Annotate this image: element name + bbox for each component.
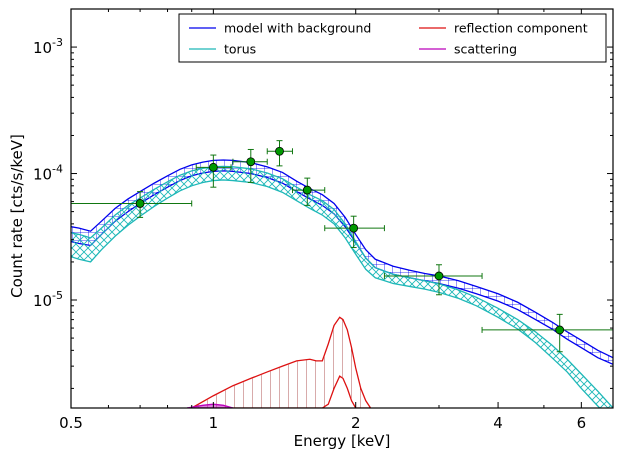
legend-entry: scattering — [419, 42, 517, 57]
series-band-reflection-component — [191, 317, 371, 408]
legend-entry: torus — [189, 42, 256, 57]
legend-label: reflection component — [454, 21, 588, 36]
x-tick-label: 2 — [351, 414, 361, 432]
y-tick-label: 10-3 — [33, 36, 63, 57]
series-band-torus — [71, 166, 613, 408]
data-marker — [208, 162, 218, 172]
x-tick-label: 4 — [493, 414, 503, 432]
axes: 0.5 1 2 4 6 10-5 10-4 10-3 — [33, 8, 614, 432]
data-point — [266, 140, 293, 167]
series-upper-line-torus — [71, 165, 613, 408]
data-point — [291, 177, 326, 206]
series-lower-line-torus — [71, 179, 601, 408]
plot-frame — [70, 8, 614, 409]
data-marker — [302, 185, 312, 195]
series-lower-line-reflection-component — [191, 375, 371, 408]
data-marker — [349, 223, 359, 233]
series-upper-line-model-with-background — [71, 159, 613, 359]
data-point — [232, 148, 268, 183]
legend-box — [178, 13, 607, 63]
data-marker — [246, 157, 256, 167]
series-upper-line-reflection-component — [191, 316, 372, 408]
x-tick-label: 0.5 — [59, 414, 83, 432]
data-marker — [135, 199, 145, 208]
x-tick-label: 1 — [209, 414, 219, 432]
y-tick-label: 10-5 — [33, 289, 63, 310]
x-axis-label: Energy [keV] — [294, 432, 391, 450]
data-marker — [555, 325, 565, 335]
data-point — [324, 215, 385, 249]
x-tick-label: 6 — [577, 414, 587, 432]
plot-area — [71, 140, 613, 408]
legend-label: scattering — [454, 42, 517, 57]
legend-entry: model with background — [189, 21, 371, 36]
series-reflection-component — [191, 316, 372, 408]
data-point — [195, 154, 232, 188]
legend-label: model with background — [224, 21, 371, 36]
data-point — [383, 264, 483, 296]
legend-entry: reflection component — [419, 21, 588, 36]
data-marker — [434, 271, 444, 281]
legend-label: torus — [224, 42, 256, 57]
legend: model with background torus reflection com… — [178, 13, 607, 63]
data-point — [71, 191, 193, 218]
y-tick-label: 10-4 — [33, 163, 63, 184]
series-torus — [71, 165, 613, 408]
data-points — [71, 140, 613, 353]
data-marker — [275, 146, 284, 156]
data-point — [481, 313, 613, 353]
y-axis-label: Count rate [cts/s/keV] — [8, 134, 26, 298]
